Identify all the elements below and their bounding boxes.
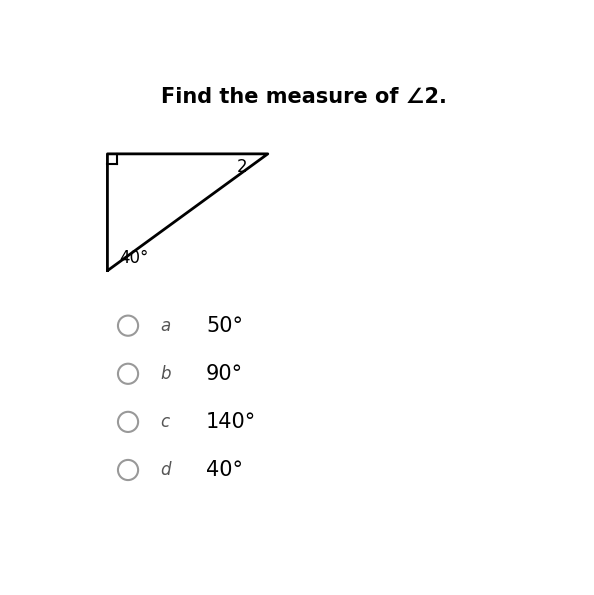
Text: 40°: 40° bbox=[119, 249, 148, 267]
Text: d: d bbox=[160, 461, 170, 479]
Text: a: a bbox=[160, 317, 170, 334]
Text: 2: 2 bbox=[236, 158, 247, 177]
Text: 40°: 40° bbox=[206, 460, 243, 480]
Text: 90°: 90° bbox=[206, 364, 243, 384]
Text: 140°: 140° bbox=[206, 412, 256, 432]
Text: b: b bbox=[160, 365, 170, 383]
Text: c: c bbox=[160, 413, 169, 431]
Text: 50°: 50° bbox=[206, 316, 243, 336]
Text: Find the measure of ∠2.: Find the measure of ∠2. bbox=[162, 87, 447, 108]
